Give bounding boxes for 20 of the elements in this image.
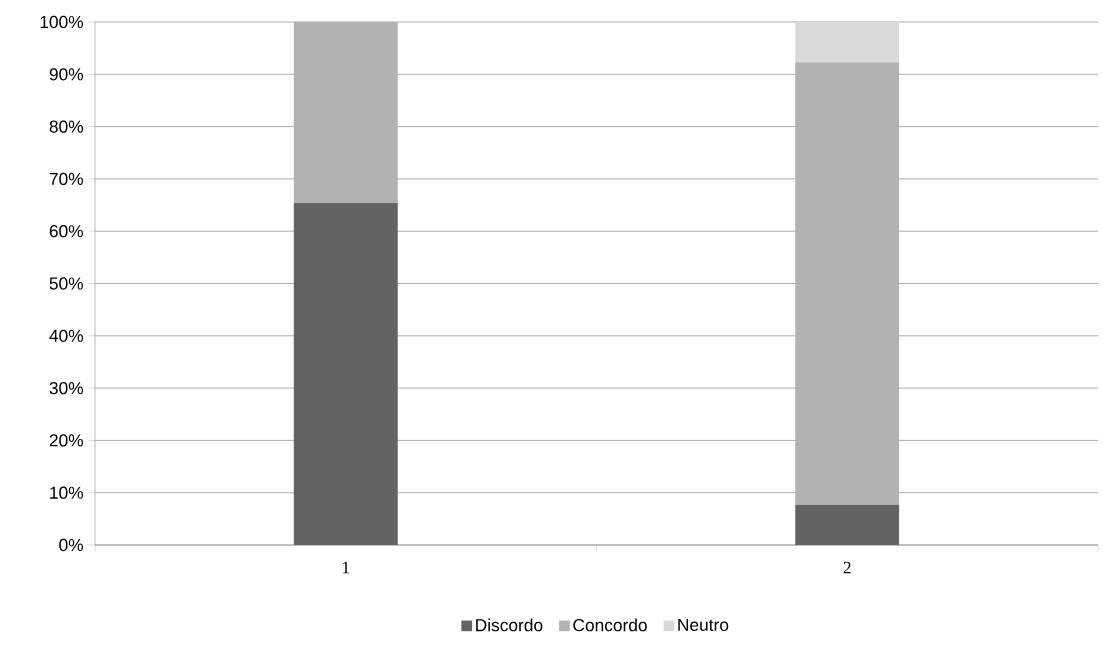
legend-label: Concordo — [573, 618, 647, 632]
y-tick-label: 10% — [50, 486, 84, 499]
y-tick-label: 40% — [49, 329, 84, 342]
legend-label: Discordo — [476, 618, 543, 632]
x-tick-label: 1 — [342, 561, 350, 574]
legend-label: Neutro — [678, 618, 729, 631]
y-tick-label: 20% — [49, 434, 84, 447]
y-tick-label: 50% — [49, 277, 84, 290]
bar — [795, 22, 900, 63]
bar — [795, 504, 900, 545]
y-tick-label: 70% — [49, 172, 84, 186]
bar — [795, 62, 900, 505]
bar — [293, 22, 398, 203]
y-tick-label: 80% — [49, 120, 84, 133]
y-tick-label: 30% — [49, 381, 84, 395]
y-tick-label: 60% — [49, 225, 84, 238]
y-tick-label: 100% — [40, 15, 84, 29]
x-tick-label: 2 — [843, 561, 851, 574]
y-tick-label: 0% — [59, 538, 84, 552]
y-tick-label: 90% — [49, 68, 84, 81]
